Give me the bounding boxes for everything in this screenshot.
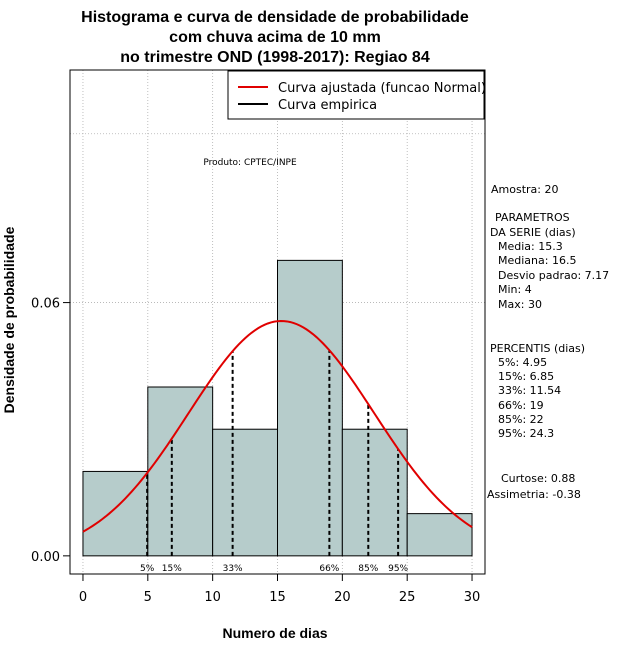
legend: Curva ajustada (funcao Normal) Curva emp… [227, 70, 486, 120]
y-tick-label-0: 0.00 [31, 550, 60, 565]
x-tick-label-2: 10 [204, 590, 221, 605]
x-tick-label-6: 30 [464, 590, 481, 605]
histogram-bar-2 [212, 428, 278, 557]
stat-p95: 95%: 24.3 [498, 427, 554, 440]
histogram-bar-1 [147, 386, 214, 557]
stat-mediana: Mediana: 16.5 [498, 254, 576, 267]
stat-p66: 66%: 19 [498, 399, 544, 412]
stat-min: Min: 4 [498, 283, 532, 296]
stats-panel: Amostra: 20 PARAMETROS DA SERIE (dias) M… [487, 183, 609, 501]
stat-p85: 85%: 22 [498, 413, 544, 426]
normal-curve-layer [82, 319, 473, 533]
histogram-bar-3 [277, 259, 343, 557]
percentile-lines: 5% 15% 33% 66% 85% 95% [140, 350, 409, 574]
normal-curve [82, 319, 473, 533]
legend-label-empirical: Curva empirica [278, 98, 377, 113]
stat-p33: 33%: 11.54 [498, 384, 561, 397]
chart-title-line-2: com chuva acima de 10 mm [169, 29, 381, 46]
y-tick-label-1: 0.06 [31, 297, 60, 312]
y-axis-title: Densidade de probabilidade [1, 226, 17, 413]
chart-title-line-3: no trimestre OND (1998-2017): Regiao 84 [120, 49, 430, 66]
stat-param-header-2: DA SERIE (dias) [490, 226, 576, 239]
percentile-label-0: 5% [140, 564, 155, 574]
legend-box [227, 70, 485, 120]
percentile-label-2: 33% [223, 564, 243, 574]
histogram-bars [82, 259, 473, 557]
x-tick-label-3: 15 [269, 590, 286, 605]
x-tick-label-1: 5 [144, 590, 152, 605]
legend-label-normal: Curva ajustada (funcao Normal) [278, 81, 486, 96]
chart-title-line-1: Histograma e curva de densidade de proba… [81, 9, 469, 26]
stat-param-header-1: PARAMETROS [495, 211, 570, 224]
x-axis-title: Numero de dias [222, 625, 327, 641]
axes: 0 5 10 15 20 25 30 0.00 0.06 [31, 297, 480, 605]
stat-max: Max: 30 [498, 298, 542, 311]
x-tick-label-4: 20 [334, 590, 351, 605]
stat-curtose: Curtose: 0.88 [501, 472, 575, 485]
stat-p5: 5%: 4.95 [498, 356, 547, 369]
stat-p15: 15%: 6.85 [498, 370, 554, 383]
x-tick-label-0: 0 [79, 590, 87, 605]
x-tick-label-5: 25 [399, 590, 416, 605]
histogram-bar-4 [341, 428, 408, 557]
plot-frame [69, 69, 486, 575]
product-annotation: Produto: CPTEC/INPE [203, 158, 297, 168]
stat-desvio: Desvio padrao: 7.17 [498, 269, 609, 282]
stat-assimetria: Assimetria: -0.38 [487, 488, 581, 501]
stat-media: Media: 15.3 [498, 240, 563, 253]
percentile-label-3: 66% [319, 564, 339, 574]
stat-perc-header: PERCENTIS (dias) [490, 342, 585, 355]
percentile-label-4: 85% [358, 564, 378, 574]
stat-amostra: Amostra: 20 [491, 183, 558, 196]
percentile-label-5: 95% [388, 564, 408, 574]
percentile-label-1: 15% [162, 564, 182, 574]
